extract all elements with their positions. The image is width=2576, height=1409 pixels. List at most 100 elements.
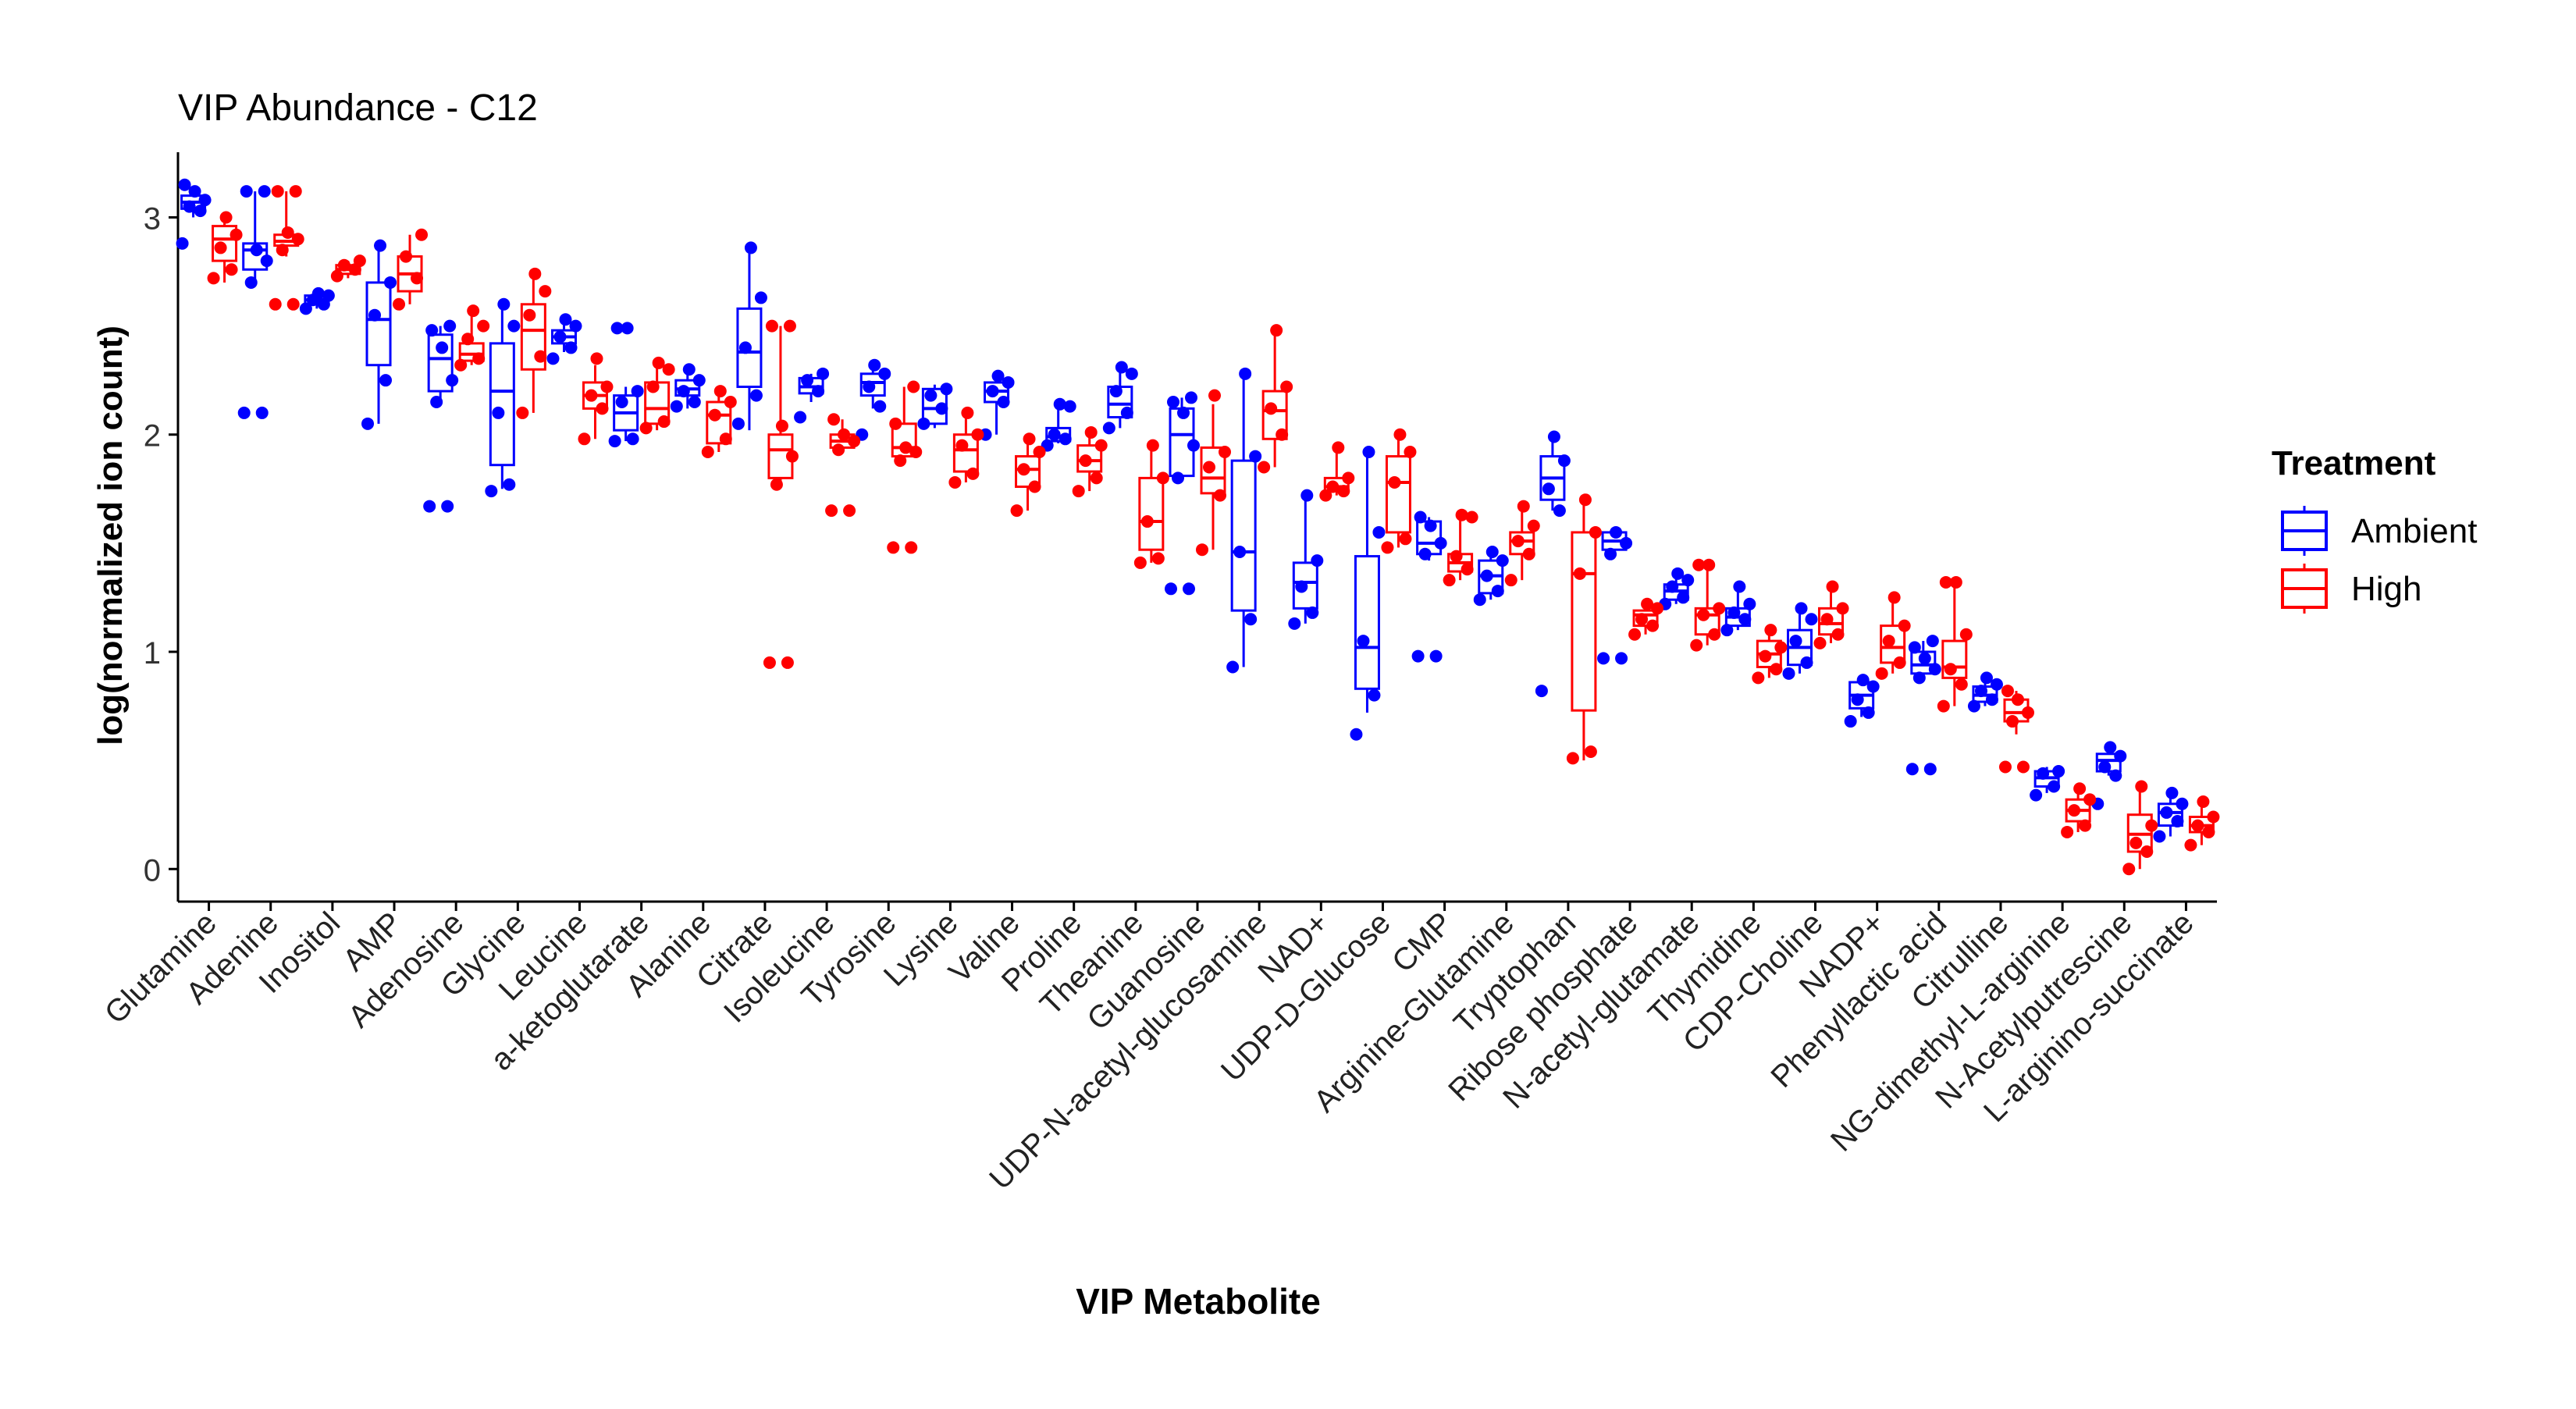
data-point	[940, 382, 953, 396]
data-point	[1226, 660, 1240, 674]
data-point	[682, 363, 696, 376]
data-point	[1249, 450, 1262, 463]
data-point	[1300, 489, 1314, 502]
data-point	[461, 333, 475, 346]
data-point	[485, 485, 498, 498]
data-point	[578, 432, 591, 446]
data-point	[701, 446, 714, 458]
data-point	[214, 241, 227, 254]
data-point	[889, 417, 902, 430]
data-point	[812, 385, 825, 398]
data-point	[250, 244, 263, 257]
data-point	[1937, 699, 1950, 713]
data-point	[1424, 519, 1437, 532]
data-point	[1404, 446, 1417, 458]
data-point	[1831, 628, 1845, 641]
data-point	[827, 413, 841, 426]
data-point	[337, 258, 350, 272]
data-point	[1912, 671, 1926, 685]
data-point	[477, 319, 490, 333]
data-point	[1703, 558, 1716, 571]
data-point	[1185, 391, 1197, 404]
data-point	[546, 352, 560, 365]
data-point	[754, 291, 767, 304]
data-point	[1553, 504, 1566, 518]
data-point	[1708, 628, 1721, 641]
data-point	[600, 380, 614, 393]
data-point	[553, 330, 567, 343]
data-point	[1573, 567, 1586, 580]
data-point	[1002, 375, 1015, 389]
data-point	[1133, 556, 1147, 569]
data-point	[260, 254, 273, 268]
data-point	[472, 352, 486, 365]
chart-title: VIP Abundance - C12	[178, 87, 538, 129]
data-point	[1443, 574, 1456, 587]
data-point	[2061, 825, 2074, 838]
box	[1292, 561, 1318, 610]
data-point	[991, 369, 1005, 382]
data-point	[2171, 815, 2184, 828]
data-point	[1172, 471, 1184, 485]
legend-items: Ambient High	[2281, 506, 2477, 614]
data-point	[1795, 602, 1808, 615]
data-point	[1697, 608, 1710, 621]
data-point	[1820, 613, 1834, 626]
data-point	[1782, 667, 1795, 680]
plot-area: 0123GlutamineAdenineInositolAMPAdenosine…	[98, 152, 2220, 1196]
data-point	[763, 656, 776, 669]
data-point	[503, 478, 516, 491]
data-point	[559, 313, 572, 326]
data-point	[1893, 656, 1906, 669]
data-point	[1604, 547, 1617, 560]
data-point	[1690, 639, 1703, 652]
data-point	[2114, 749, 2127, 763]
data-point	[1522, 547, 1535, 560]
data-point	[443, 319, 457, 333]
data-point	[1048, 428, 1061, 441]
data-point	[1974, 685, 1987, 698]
data-point	[1381, 541, 1394, 554]
data-point	[1288, 617, 1301, 630]
data-point	[662, 363, 675, 376]
data-point	[423, 500, 436, 513]
data-point	[2104, 741, 2117, 754]
data-point	[1862, 706, 1875, 719]
data-point	[2135, 780, 2148, 793]
data-point	[2165, 786, 2179, 799]
data-point	[1090, 471, 1103, 485]
data-point	[1844, 715, 1857, 728]
data-point	[1752, 671, 1765, 685]
data-point	[843, 504, 856, 518]
data-point	[781, 656, 794, 669]
data-point	[1566, 752, 1579, 765]
data-point	[1905, 763, 1919, 776]
data-point	[1167, 396, 1179, 408]
data-point	[997, 396, 1010, 408]
data-point	[1393, 428, 1407, 441]
data-point	[1053, 397, 1066, 411]
data-point	[1681, 574, 1695, 587]
data-point	[269, 297, 282, 311]
data-point	[244, 276, 258, 289]
data-point	[368, 308, 382, 322]
data-point	[1063, 400, 1076, 413]
box	[1015, 455, 1041, 489]
data-point	[621, 322, 634, 335]
data-point	[1125, 367, 1138, 380]
legend-label: Ambient	[2351, 512, 2477, 550]
data-point	[1165, 582, 1177, 596]
data-point	[1589, 525, 1602, 539]
box	[1509, 531, 1535, 556]
data-point	[240, 185, 253, 198]
data-point	[765, 319, 778, 333]
box	[1385, 455, 1411, 534]
data-point	[1557, 454, 1571, 468]
data-point	[670, 400, 683, 413]
box	[952, 433, 979, 473]
y-tick-label: 1	[144, 636, 161, 671]
data-point	[848, 435, 861, 448]
data-point	[1491, 585, 1504, 598]
data-point	[1615, 652, 1628, 665]
